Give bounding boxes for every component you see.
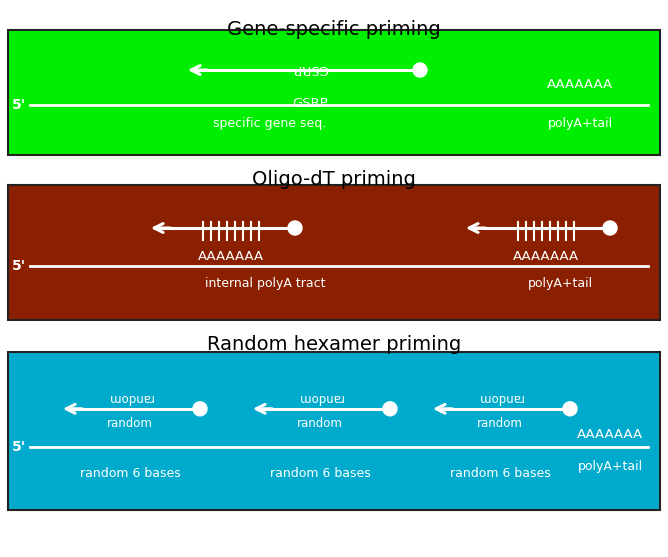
Text: 5': 5' bbox=[12, 440, 26, 454]
Circle shape bbox=[563, 402, 577, 416]
Text: AAAAAAA: AAAAAAA bbox=[513, 250, 579, 262]
Text: 5': 5' bbox=[12, 98, 26, 112]
FancyBboxPatch shape bbox=[8, 352, 660, 510]
Circle shape bbox=[288, 221, 302, 235]
Circle shape bbox=[383, 402, 397, 416]
Text: random: random bbox=[477, 391, 523, 404]
Text: polyA+tail: polyA+tail bbox=[577, 460, 643, 473]
Text: Oligo-dT priming: Oligo-dT priming bbox=[252, 170, 416, 189]
Text: Random hexamer priming: Random hexamer priming bbox=[207, 335, 461, 354]
Text: random 6 bases: random 6 bases bbox=[450, 467, 550, 480]
FancyBboxPatch shape bbox=[8, 30, 660, 155]
Text: random: random bbox=[107, 391, 153, 404]
Text: GSRP: GSRP bbox=[292, 62, 328, 75]
FancyBboxPatch shape bbox=[8, 185, 660, 320]
Text: random: random bbox=[297, 417, 343, 430]
Text: random: random bbox=[107, 417, 153, 430]
Circle shape bbox=[603, 221, 617, 235]
Text: AAAAAAA: AAAAAAA bbox=[577, 428, 643, 441]
Text: AAAAAAA: AAAAAAA bbox=[547, 79, 613, 91]
Text: 5': 5' bbox=[12, 259, 26, 273]
Text: polyA+tail: polyA+tail bbox=[528, 277, 593, 291]
Text: random: random bbox=[477, 417, 523, 430]
Text: random 6 bases: random 6 bases bbox=[79, 467, 180, 480]
Text: polyA+tail: polyA+tail bbox=[548, 116, 613, 129]
Circle shape bbox=[413, 63, 427, 77]
Text: random 6 bases: random 6 bases bbox=[270, 467, 370, 480]
Text: AAAAAAA: AAAAAAA bbox=[198, 250, 264, 262]
Text: internal polyA tract: internal polyA tract bbox=[205, 277, 325, 291]
Circle shape bbox=[193, 402, 207, 416]
Text: Gene-specific priming: Gene-specific priming bbox=[227, 20, 441, 39]
Text: random: random bbox=[297, 391, 343, 404]
Text: specific gene seq.: specific gene seq. bbox=[213, 116, 327, 129]
Text: GSRP: GSRP bbox=[292, 97, 328, 110]
